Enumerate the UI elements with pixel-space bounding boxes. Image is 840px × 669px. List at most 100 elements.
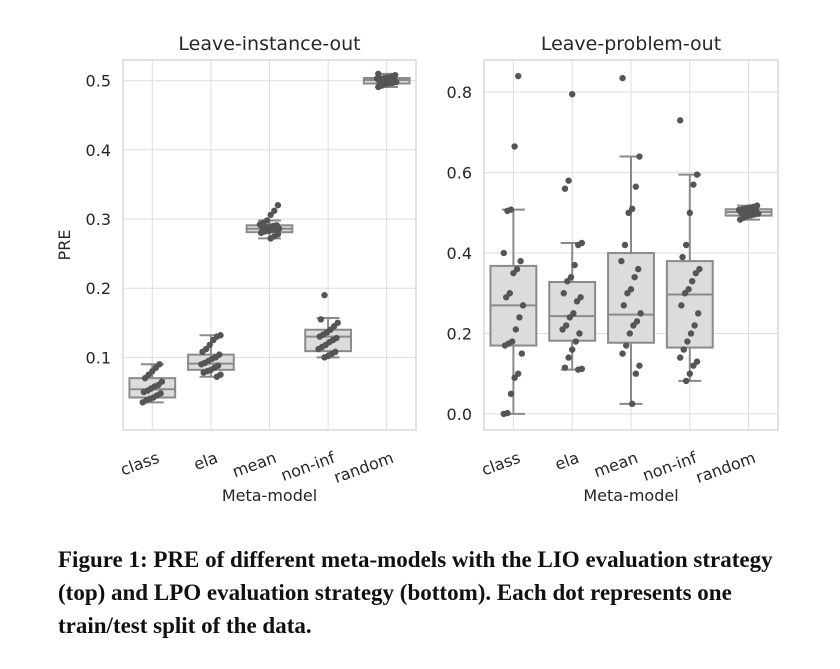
box-ela xyxy=(187,332,235,380)
data-point xyxy=(217,371,224,378)
x-axis-label: Meta-model xyxy=(222,486,317,505)
data-point xyxy=(565,354,572,361)
data-point xyxy=(577,294,584,301)
box-non-inf xyxy=(304,291,352,361)
data-point xyxy=(572,338,580,345)
x-axis-label: Meta-model xyxy=(583,486,678,505)
data-point xyxy=(676,354,684,361)
y-tick-label: 0.8 xyxy=(447,83,472,102)
data-point xyxy=(518,350,526,357)
data-point xyxy=(513,265,521,273)
x-tick-label: mean xyxy=(591,448,640,481)
data-point xyxy=(690,181,697,188)
data-point xyxy=(696,265,703,273)
data-point xyxy=(571,261,578,269)
box-mean xyxy=(245,202,294,242)
panel-1: Leave-instance-out 0.1 0.2 0.3 0.4 0.5 class el… xyxy=(55,33,417,505)
y-tick-label: 0.6 xyxy=(447,164,472,183)
y-tick-label: 0.5 xyxy=(86,72,111,91)
data-point xyxy=(637,310,644,317)
data-point xyxy=(512,326,520,333)
data-point xyxy=(619,74,626,82)
iqr-box xyxy=(607,252,655,344)
data-point xyxy=(569,346,576,353)
data-point xyxy=(267,211,274,219)
y-tick-label: 0.0 xyxy=(447,405,472,424)
data-point xyxy=(569,90,576,98)
box-class xyxy=(489,72,538,418)
y-tick-label: 0.2 xyxy=(86,279,111,298)
y-tick-label: 0.1 xyxy=(86,348,111,367)
data-point xyxy=(274,231,282,238)
data-point xyxy=(317,316,325,323)
data-point xyxy=(375,70,382,78)
data-point xyxy=(684,338,691,345)
data-point xyxy=(515,370,522,377)
data-point xyxy=(565,177,572,184)
data-point xyxy=(515,72,522,80)
data-point xyxy=(682,241,690,249)
x-tick-label: random xyxy=(693,448,758,487)
x-tick-label: class xyxy=(479,448,523,479)
data-point xyxy=(321,291,328,299)
data-point xyxy=(157,390,164,397)
data-point xyxy=(507,390,515,398)
data-point xyxy=(202,345,210,353)
plot-frame xyxy=(483,59,779,431)
boxplot-figure: Leave-instance-out 0.1 0.2 0.3 0.4 0.5 class el… xyxy=(55,33,779,505)
data-point xyxy=(562,322,570,329)
data-point xyxy=(519,302,527,309)
x-tick-label: non-inf xyxy=(640,448,700,485)
data-point xyxy=(511,143,518,150)
data-point xyxy=(567,273,575,281)
data-point xyxy=(636,153,643,160)
data-point xyxy=(626,330,633,337)
data-point xyxy=(578,365,586,373)
data-point xyxy=(632,370,640,377)
data-point xyxy=(618,257,625,265)
box-random xyxy=(362,70,411,91)
data-point xyxy=(271,207,278,214)
x-tick-label: random xyxy=(331,448,396,487)
data-point xyxy=(156,361,163,368)
x-tick-label: ela xyxy=(191,448,220,474)
data-point xyxy=(332,348,339,356)
data-point xyxy=(679,253,686,261)
y-tick-label: 0.2 xyxy=(447,324,472,343)
data-point xyxy=(500,249,507,257)
data-point xyxy=(576,330,583,337)
data-point xyxy=(561,185,569,192)
data-point xyxy=(622,342,630,349)
y-tick-label: 0.3 xyxy=(86,210,111,229)
data-point xyxy=(560,290,567,297)
y-tick-label: 0.4 xyxy=(86,141,111,160)
data-point xyxy=(693,171,701,178)
data-point xyxy=(635,265,642,273)
data-point xyxy=(214,362,222,369)
data-point xyxy=(391,72,399,79)
data-point xyxy=(627,286,635,293)
box-class xyxy=(128,361,177,406)
box-mean xyxy=(607,74,655,408)
data-point xyxy=(578,239,586,247)
data-point xyxy=(561,364,569,371)
data-point xyxy=(508,338,516,345)
box-non-inf xyxy=(665,117,714,385)
data-point xyxy=(263,217,271,224)
data-point xyxy=(158,378,166,385)
y-tick-label: 0.4 xyxy=(447,244,472,263)
data-point xyxy=(516,314,523,321)
data-point xyxy=(216,351,223,358)
data-point xyxy=(693,358,701,365)
data-point xyxy=(334,319,341,327)
data-point xyxy=(619,350,626,357)
data-point xyxy=(506,290,513,297)
data-point xyxy=(629,400,636,408)
data-point xyxy=(678,302,685,309)
data-point xyxy=(274,202,282,209)
data-point xyxy=(685,286,692,293)
box-ela xyxy=(548,90,597,373)
data-point xyxy=(621,241,629,249)
figure-caption: Figure 1: PRE of different meta-models w… xyxy=(58,547,773,638)
data-point xyxy=(686,370,693,377)
